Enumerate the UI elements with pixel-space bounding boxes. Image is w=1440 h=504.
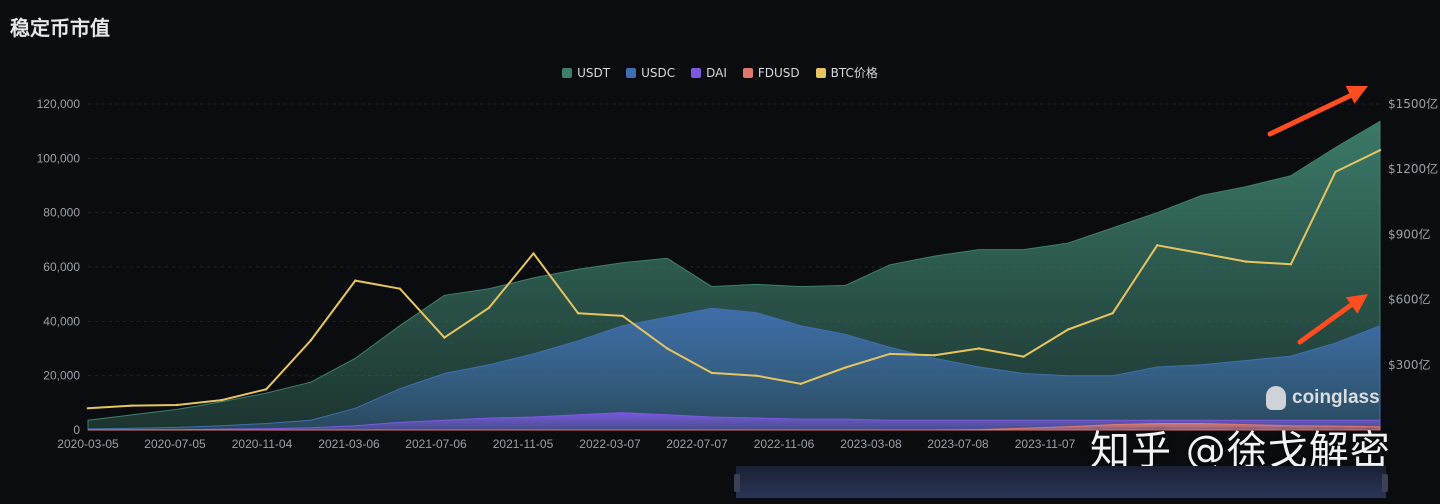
y-right-tick-label: $1200亿: [1388, 161, 1438, 176]
btc-point: [1200, 252, 1203, 255]
btc-point: [443, 336, 446, 339]
legend-swatch-dai: [691, 67, 702, 78]
x-tick-label: 2023-11-07: [1015, 437, 1076, 451]
btc-point: [977, 347, 981, 350]
btc-point: [1245, 260, 1248, 263]
line-btc-price: [87, 149, 1381, 410]
arrow-shaft: [1267, 89, 1361, 137]
arrow-head: [1345, 294, 1368, 314]
x-tick-label: 2021-07-06: [405, 437, 467, 451]
x-axis: 2020-03-05 2020-07-05 2020-11-04 2021-03-06…: [57, 437, 1075, 451]
slider-handle-right[interactable]: [1382, 474, 1388, 492]
legend-item-usdt[interactable]: USDT: [562, 64, 610, 81]
legend-item-dai[interactable]: DAI: [691, 64, 727, 81]
btc-point: [710, 371, 713, 375]
legend-item-btc[interactable]: BTC价格: [815, 64, 878, 81]
x-tick-label: 2022-03-07: [579, 437, 641, 451]
slider-handle-left[interactable]: [734, 474, 740, 492]
area-usdt: [87, 120, 1381, 431]
btc-point: [888, 352, 892, 356]
btc-point: [1111, 311, 1114, 315]
btc-point: [86, 407, 90, 410]
y-left-tick-label: 100,000: [37, 151, 81, 165]
legend-label-dai: DAI: [706, 65, 727, 80]
legend-label-fdusd: FDUSD: [757, 65, 800, 80]
btc-point: [1156, 244, 1159, 247]
btc-point: [175, 403, 179, 407]
btc-point: [621, 314, 624, 318]
range-slider[interactable]: [734, 466, 1388, 498]
x-tick-label: 2020-03-05: [57, 437, 119, 451]
btc-point: [1334, 170, 1337, 174]
btc-point: [398, 287, 402, 290]
y-left-tick-label: 60,000: [43, 260, 80, 274]
btc-point: [220, 398, 223, 402]
legend-item-usdc[interactable]: USDC: [626, 64, 675, 81]
btc-point: [487, 306, 491, 309]
chart-title: 稳定币市值: [10, 16, 110, 40]
x-tick-label: 2022-11-06: [754, 437, 815, 451]
btc-point: [131, 404, 134, 407]
y-left-tick-label: 80,000: [43, 206, 80, 220]
legend-label-usdt: USDT: [577, 65, 611, 80]
y-left-tick-label: 20,000: [43, 369, 80, 383]
chart-areas: [87, 120, 1381, 431]
brand-label: coinglass: [1292, 387, 1380, 408]
legend-swatch-fdusd: [742, 67, 753, 78]
arrow-head: [1345, 85, 1368, 104]
btc-point: [265, 388, 268, 391]
legend-label-usdc: USDC: [641, 65, 676, 80]
x-tick-label: 2021-11-05: [493, 437, 554, 451]
x-tick-label: 2023-03-08: [840, 437, 902, 451]
btc-point: [844, 366, 847, 369]
y-right-tick-label: $900亿: [1388, 226, 1431, 241]
arrow-shaft: [1297, 297, 1361, 345]
btc-point: [665, 347, 669, 350]
legend-item-fdusd[interactable]: FDUSD: [742, 64, 800, 81]
y-left-tick-label: 120,000: [37, 97, 81, 111]
btc-point: [1378, 148, 1382, 152]
x-tick-label: 2021-03-06: [318, 437, 380, 451]
x-tick-label: 2022-07-07: [666, 437, 728, 451]
y-left-tick-label: 40,000: [43, 314, 80, 328]
btc-point: [354, 279, 357, 282]
coinglass-logo-icon: [1266, 386, 1286, 410]
y-right-tick-label: $600亿: [1388, 292, 1431, 307]
btc-point: [309, 339, 312, 342]
legend-swatch-usdt: [562, 67, 573, 78]
chart-legend: USDT USDC DAI FDUSD BTC价格: [0, 64, 1440, 81]
btc-point: [532, 252, 535, 255]
legend-swatch-btc: [815, 67, 826, 78]
btc-point: [933, 354, 936, 357]
coinglass-brand: coinglass: [1266, 386, 1380, 410]
legend-swatch-usdc: [626, 67, 637, 78]
x-tick-label: 2020-11-04: [232, 437, 293, 451]
x-tick-label: 2023-07-08: [927, 437, 989, 451]
btc-point: [1066, 328, 1070, 331]
area-usdc: [87, 307, 1381, 431]
x-tick-label: 2020-07-05: [144, 437, 206, 451]
y-right-tick-label: $1500亿: [1388, 96, 1438, 111]
chart-lines: [86, 148, 1382, 410]
area-dai: [87, 412, 1381, 431]
btc-point: [1289, 263, 1293, 266]
y-axis-left: 0 20,000 40,000 60,000 80,000 100,000 120,000: [37, 97, 81, 437]
btc-point: [1022, 355, 1025, 358]
btc-point: [755, 374, 758, 377]
btc-point: [576, 311, 580, 315]
annotation-arrows: [1267, 85, 1368, 345]
btc-point: [799, 382, 803, 386]
legend-label-btc: BTC价格: [830, 66, 878, 80]
area-fdusd: [88, 423, 1381, 431]
y-axis-right: $300亿 $600亿 $900亿 $1200亿 $1500亿: [1388, 96, 1438, 372]
y-left-tick-label: 0: [73, 423, 80, 437]
y-right-tick-label: $300亿: [1388, 357, 1431, 372]
